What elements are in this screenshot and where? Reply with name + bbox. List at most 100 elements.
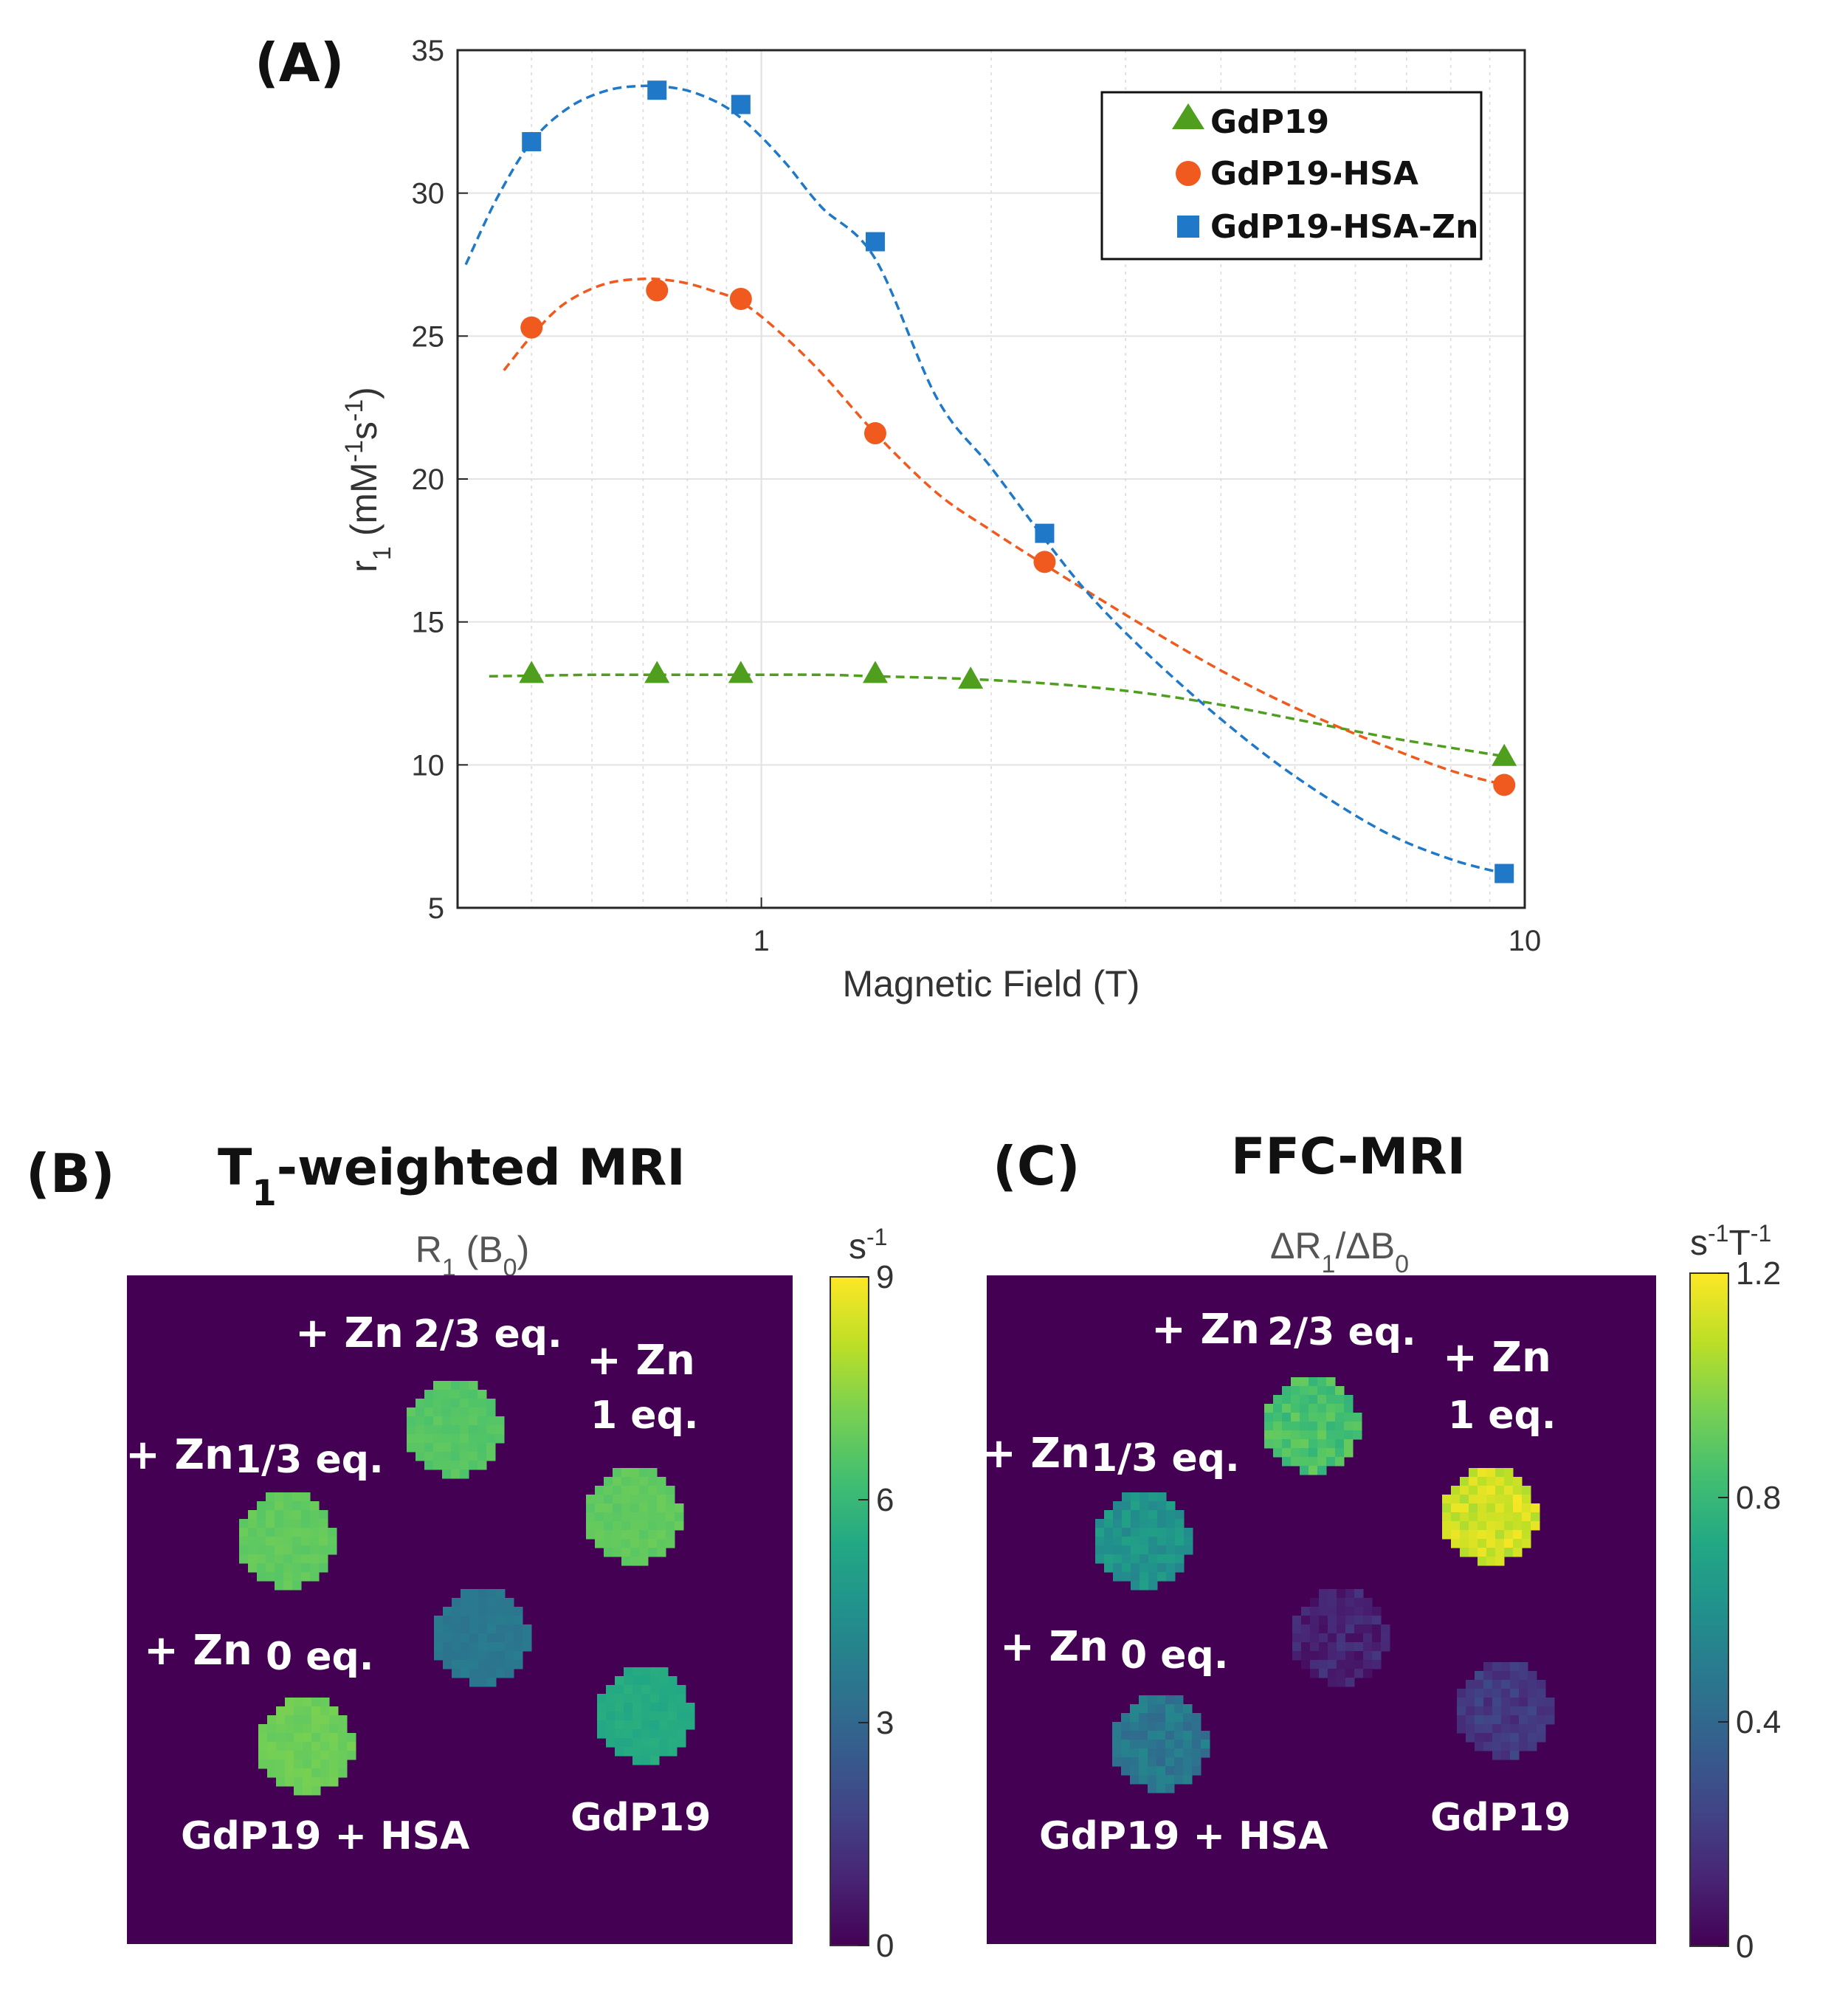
b-label-zn0-a: + Zn [144,1627,252,1675]
b-label-zn1-b: 1 eq. [590,1393,699,1438]
b-sample-pixel [320,1698,330,1707]
b-sample-pixel [630,1530,640,1540]
b-sample-pixel [301,1492,311,1502]
b-sample-pixel [478,1669,488,1678]
b-sample-pixel [285,1760,294,1769]
c-sample-pixel [1157,1563,1167,1573]
b-sample-pixel [424,1425,434,1435]
c-sample-pixel [1166,1545,1176,1555]
b-sample-pixel [659,1685,669,1695]
c-sample-pixel [1166,1563,1176,1573]
c-sample-pixel [1122,1537,1131,1546]
c-sample-pixel [1344,1413,1354,1422]
b-sample-pixel [407,1416,416,1426]
marker-gdp19-2 [728,661,754,683]
b-label-zn23-b: 2/3 eq. [413,1312,562,1357]
b-sample-pixel [329,1733,339,1743]
panel-b-t1-weighted-mri: (B) T1-weighted MRI R1 (B0) + Zn 2/3 eq.… [26,1139,894,1964]
c-sample-pixel [1457,1724,1466,1734]
b-sample-pixel [311,1751,321,1760]
c-sample-pixel [1469,1477,1478,1486]
b-sample-pixel [329,1768,339,1778]
b-sample-pixel [248,1528,258,1537]
c-sample-pixel [1319,1607,1328,1616]
panel-c-ffc-mri: (C) FFC-MRI ΔR1/ΔB0 + Zn 2/3 eq. + Zn 1 … [982,1128,1781,1965]
b-label-zn0-b: 0 eq. [266,1635,374,1679]
b-sample-pixel [666,1530,675,1540]
b-sample-pixel [328,1528,337,1537]
c-sample-pixel [1504,1486,1514,1495]
c-sample-pixel [1344,1422,1354,1431]
b-sample-pixel [606,1703,616,1712]
b-sample-pixel [487,1624,497,1634]
c-sample-pixel [1317,1430,1327,1440]
b-sample-pixel [451,1452,461,1461]
c-sample-pixel [1486,1530,1496,1540]
c-sample-pixel [1537,1689,1546,1698]
c-sample-pixel [1363,1651,1373,1661]
b-sample-pixel [650,1729,660,1739]
b-sample-pixel [303,1715,312,1725]
c-sample-pixel [1469,1468,1478,1478]
c-sample-pixel [1326,1413,1336,1422]
c-sample-pixel [1183,1748,1193,1758]
b-sample-pixel [469,1633,479,1643]
b-sample-pixel [615,1738,624,1748]
c-sample-pixel [1501,1715,1511,1725]
b-sample-pixel [595,1512,604,1522]
b-sample-pixel [452,1642,461,1652]
b-sample-pixel [496,1607,506,1616]
panel-b-colorbar-ticks: 0 3 6 9 [858,1259,894,1964]
c-sample-pixel [1469,1548,1478,1557]
c-sample-pixel [1486,1557,1496,1566]
b-sample-pixel [320,1760,330,1769]
c-sample-pixel [1148,1748,1157,1758]
c-sample-pixel [1451,1503,1461,1513]
c-sample-pixel [1451,1512,1461,1522]
b-sample-pixel [657,1548,666,1557]
b-sample-pixel [248,1545,258,1555]
c-sample-pixel [1130,1748,1140,1758]
b-sample-pixel [329,1742,339,1751]
b-sample-pixel [641,1729,651,1739]
c-sample-pixel [1504,1512,1514,1522]
panel-c-samples [1095,1377,1555,1793]
b-sample-pixel [442,1443,452,1453]
b-sample-pixel [416,1407,425,1417]
b-sample-pixel [311,1760,321,1769]
panel-c-letter: (C) [993,1135,1080,1197]
c-sample-pixel [1174,1748,1184,1758]
b-sample-pixel [266,1537,275,1546]
b-sample-pixel [604,1503,613,1513]
c-sample-pixel [1326,1395,1336,1405]
b-sample-pixel [486,1399,496,1408]
b-sample-pixel [668,1738,678,1748]
b-sample-pixel [604,1512,613,1522]
b-sample-pixel [276,1751,286,1760]
b-sample-pixel [311,1706,321,1716]
c-sample-pixel [1122,1501,1131,1511]
b-sample-pixel [319,1519,328,1529]
b-sample-pixel [451,1416,461,1426]
panel-b-letter: (B) [26,1143,115,1205]
c-sample-pixel [1264,1413,1274,1422]
b-sample-pixel [424,1399,434,1408]
c-sample-pixel [1510,1751,1520,1760]
b-sample-pixel [650,1685,660,1695]
b-sample-pixel [303,1698,312,1707]
b-sample-pixel [659,1712,669,1721]
c-sample-pixel [1165,1722,1175,1731]
b-sample-pixel [477,1434,487,1444]
b-sample-pixel [338,1724,348,1734]
b-sample-pixel [442,1399,452,1408]
c-sample-pixel [1131,1519,1140,1529]
b-sample-pixel [659,1720,669,1730]
b-sample-pixel [487,1598,497,1607]
b-sample-pixel [621,1495,631,1504]
marker-gdp19-hsa-4 [1033,551,1056,573]
b-sample-pixel [442,1381,452,1391]
c-sample-pixel [1183,1766,1193,1776]
b-sample-pixel [478,1624,488,1634]
c-sample-pixel [1528,1742,1537,1751]
c-sample-pixel [1495,1477,1505,1486]
